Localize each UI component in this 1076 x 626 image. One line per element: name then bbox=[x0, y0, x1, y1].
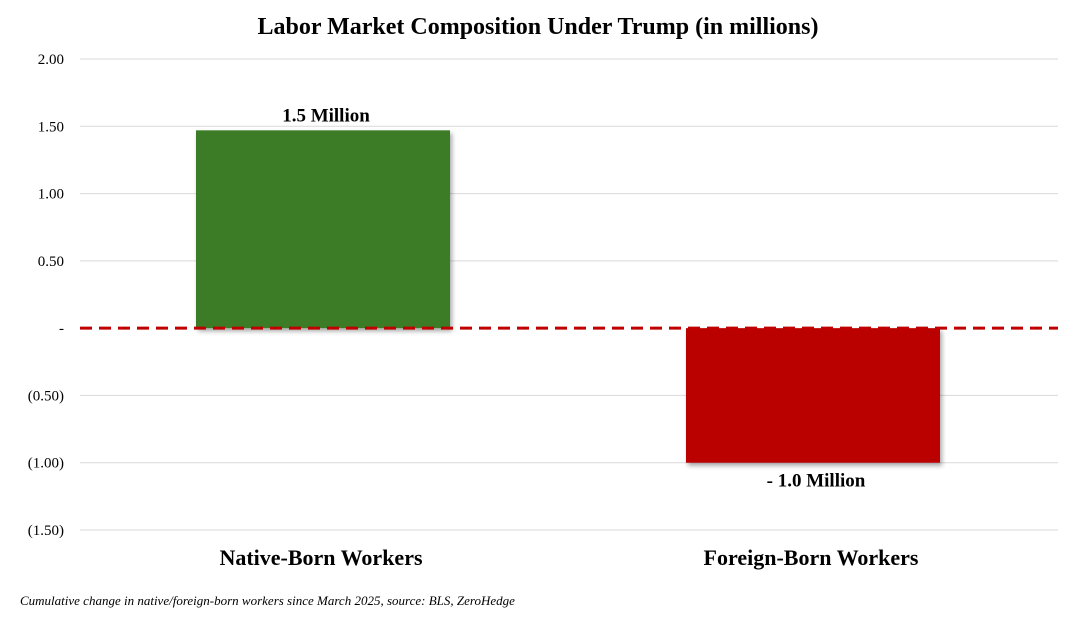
y-tick-label: - bbox=[59, 321, 64, 337]
data-label: 1.5 Million bbox=[282, 105, 370, 126]
y-tick-label: 0.50 bbox=[38, 254, 64, 270]
x-category-label: Native-Born Workers bbox=[219, 545, 423, 570]
x-category-label: Foreign-Born Workers bbox=[704, 545, 919, 570]
bar-foreign-born bbox=[686, 328, 940, 463]
bar-native-born bbox=[196, 130, 450, 329]
bars bbox=[196, 130, 940, 463]
chart-title: Labor Market Composition Under Trump (in… bbox=[258, 14, 819, 40]
y-tick-label: 1.00 bbox=[38, 187, 64, 203]
y-tick-label: (0.50) bbox=[28, 388, 64, 404]
y-tick-label: (1.50) bbox=[28, 523, 64, 539]
y-axis-tick-labels: 2.00 1.50 1.00 0.50 - (0.50) (1.00) (1.50) bbox=[28, 52, 64, 539]
y-tick-label: 1.50 bbox=[38, 119, 64, 135]
y-tick-label: (1.00) bbox=[28, 456, 64, 472]
data-label: - 1.0 Million bbox=[767, 471, 866, 492]
x-axis-category-labels: Native-Born Workers Foreign-Born Workers bbox=[219, 545, 918, 570]
data-labels: 1.5 Million - 1.0 Million bbox=[282, 105, 866, 491]
y-tick-label: 2.00 bbox=[38, 52, 64, 68]
chart-footnote: Cumulative change in native/foreign-born… bbox=[20, 593, 515, 608]
